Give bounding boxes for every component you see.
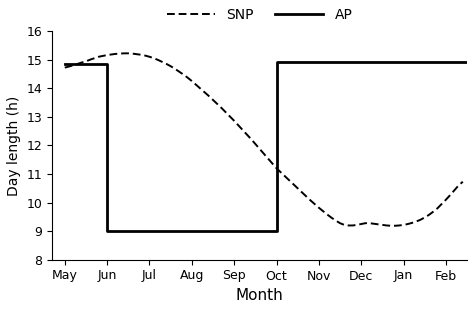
Y-axis label: Day length (h): Day length (h) [7, 95, 21, 196]
AP [104, 229, 110, 233]
X-axis label: Month: Month [236, 288, 283, 303]
SNP [346, 224, 351, 227]
SNP [121, 51, 127, 55]
SNP [79, 61, 84, 64]
Legend: SNP, AP: SNP, AP [167, 8, 352, 22]
AP [273, 61, 279, 64]
AP [62, 62, 68, 66]
SNP [363, 221, 368, 225]
Line: SNP: SNP [65, 53, 463, 226]
SNP [358, 222, 364, 226]
SNP [337, 221, 343, 225]
AP [104, 62, 110, 66]
SNP [388, 224, 394, 228]
AP [273, 229, 279, 233]
SNP [138, 53, 144, 57]
AP [464, 61, 470, 64]
Line: AP: AP [65, 63, 467, 231]
SNP [62, 66, 68, 69]
SNP [460, 180, 465, 184]
